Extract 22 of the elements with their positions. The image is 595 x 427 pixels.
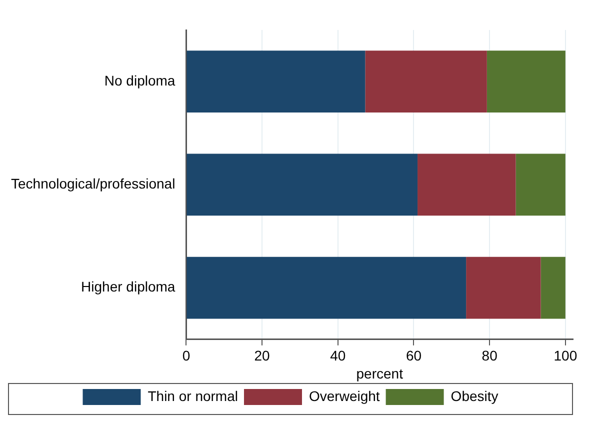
legend-label: Obesity bbox=[450, 388, 498, 404]
bar bbox=[186, 154, 418, 216]
bar bbox=[186, 256, 466, 319]
x-tick-label: 80 bbox=[482, 348, 498, 364]
bar bbox=[418, 154, 516, 216]
bar bbox=[466, 256, 541, 319]
y-tick-label: No diploma bbox=[104, 72, 176, 88]
x-tick-label: 60 bbox=[406, 348, 422, 364]
x-tick-label: 0 bbox=[182, 348, 190, 364]
legend-label: Overweight bbox=[308, 388, 380, 404]
bar bbox=[365, 50, 487, 113]
bar bbox=[186, 50, 366, 113]
y-tick-label: Higher diploma bbox=[81, 278, 176, 295]
bar bbox=[486, 50, 566, 113]
x-tick-label: 40 bbox=[330, 348, 346, 364]
y-tick-label: Technological/professional bbox=[10, 176, 176, 192]
x-axis-title: percent bbox=[356, 365, 404, 382]
bar bbox=[516, 154, 566, 216]
x-tick-label: 20 bbox=[254, 348, 270, 364]
x-tick-label: 100 bbox=[554, 348, 578, 364]
legend-label: Thin or normal bbox=[148, 388, 238, 404]
bar bbox=[540, 256, 566, 319]
